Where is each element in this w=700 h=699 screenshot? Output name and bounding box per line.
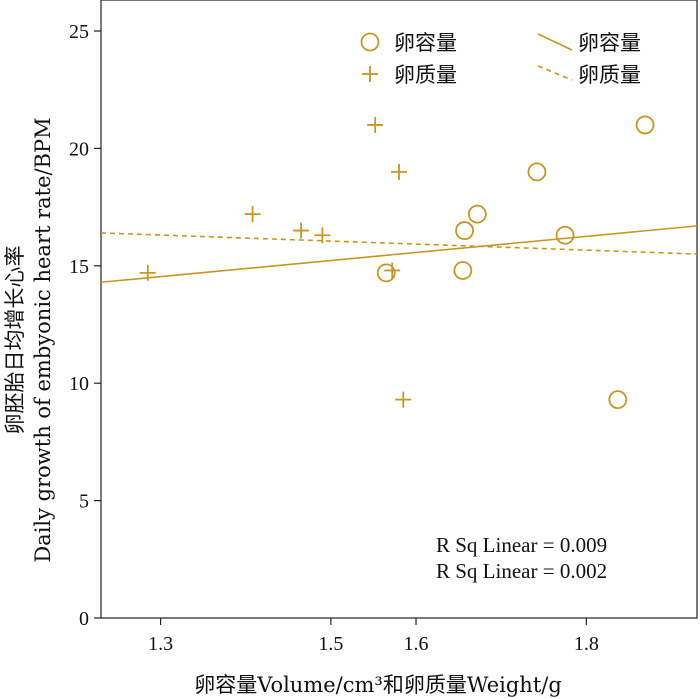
- x-axis-title: 卵容量Volume/cm³和卵质量Weight/g: [194, 673, 562, 697]
- data-point-plus: [384, 262, 401, 279]
- y-tick-label: 20: [69, 138, 89, 160]
- legend-circle-label: 卵容量: [394, 31, 457, 55]
- legend-circle-marker: [360, 32, 380, 52]
- legend-dashed-line: [537, 65, 573, 81]
- r-squared-annotation-2: R Sq Linear = 0.002: [436, 559, 607, 583]
- x-tick-label: 1.6: [404, 633, 429, 655]
- data-point-circle: [608, 390, 628, 410]
- legend-solid-line: [537, 33, 573, 51]
- data-point-plus: [391, 163, 407, 180]
- x-tick-label: 1.5: [318, 633, 343, 655]
- data-point-plus: [395, 391, 412, 408]
- data-point-plus: [293, 222, 310, 239]
- plot-frame: [100, 0, 698, 619]
- legend-plus-marker: [362, 66, 378, 82]
- y-axis-title-line2: Daily growth of embyonic heart rate/BPM: [31, 117, 55, 562]
- legend: 卵容量 卵质量 卵容量 卵质量: [360, 31, 641, 87]
- data-point-circle: [453, 261, 473, 280]
- data-point-circle: [467, 204, 487, 224]
- y-tick-label: 0: [79, 608, 89, 630]
- legend-dashed-label: 卵质量: [578, 63, 641, 87]
- data-point-circle: [376, 263, 396, 283]
- data-point-circle: [555, 225, 575, 245]
- data-point-plus: [314, 227, 331, 244]
- y-tick-label: 10: [69, 373, 89, 395]
- x-tick-label: 1.8: [574, 633, 599, 655]
- legend-plus-label: 卵质量: [394, 63, 457, 87]
- fit-line-solid: [100, 225, 698, 284]
- y-axis-title-line1: 卵胚胎日均增长心率: [3, 246, 27, 435]
- y-tick-label: 15: [69, 256, 89, 278]
- data-point-plus: [367, 116, 384, 133]
- fit-line-dashed: [100, 232, 698, 255]
- legend-solid-label: 卵容量: [578, 31, 641, 55]
- data-point-circle: [635, 115, 655, 135]
- y-tick-label: 5: [79, 491, 89, 513]
- r-squared-annotation-1: R Sq Linear = 0.009: [436, 533, 607, 557]
- data-point-circle: [455, 221, 474, 240]
- data-point-plus: [139, 264, 156, 281]
- data-point-circle: [527, 162, 547, 182]
- x-tick-label: 1.3: [148, 633, 173, 655]
- y-tick-label: 25: [69, 21, 89, 43]
- data-point-plus: [244, 206, 261, 223]
